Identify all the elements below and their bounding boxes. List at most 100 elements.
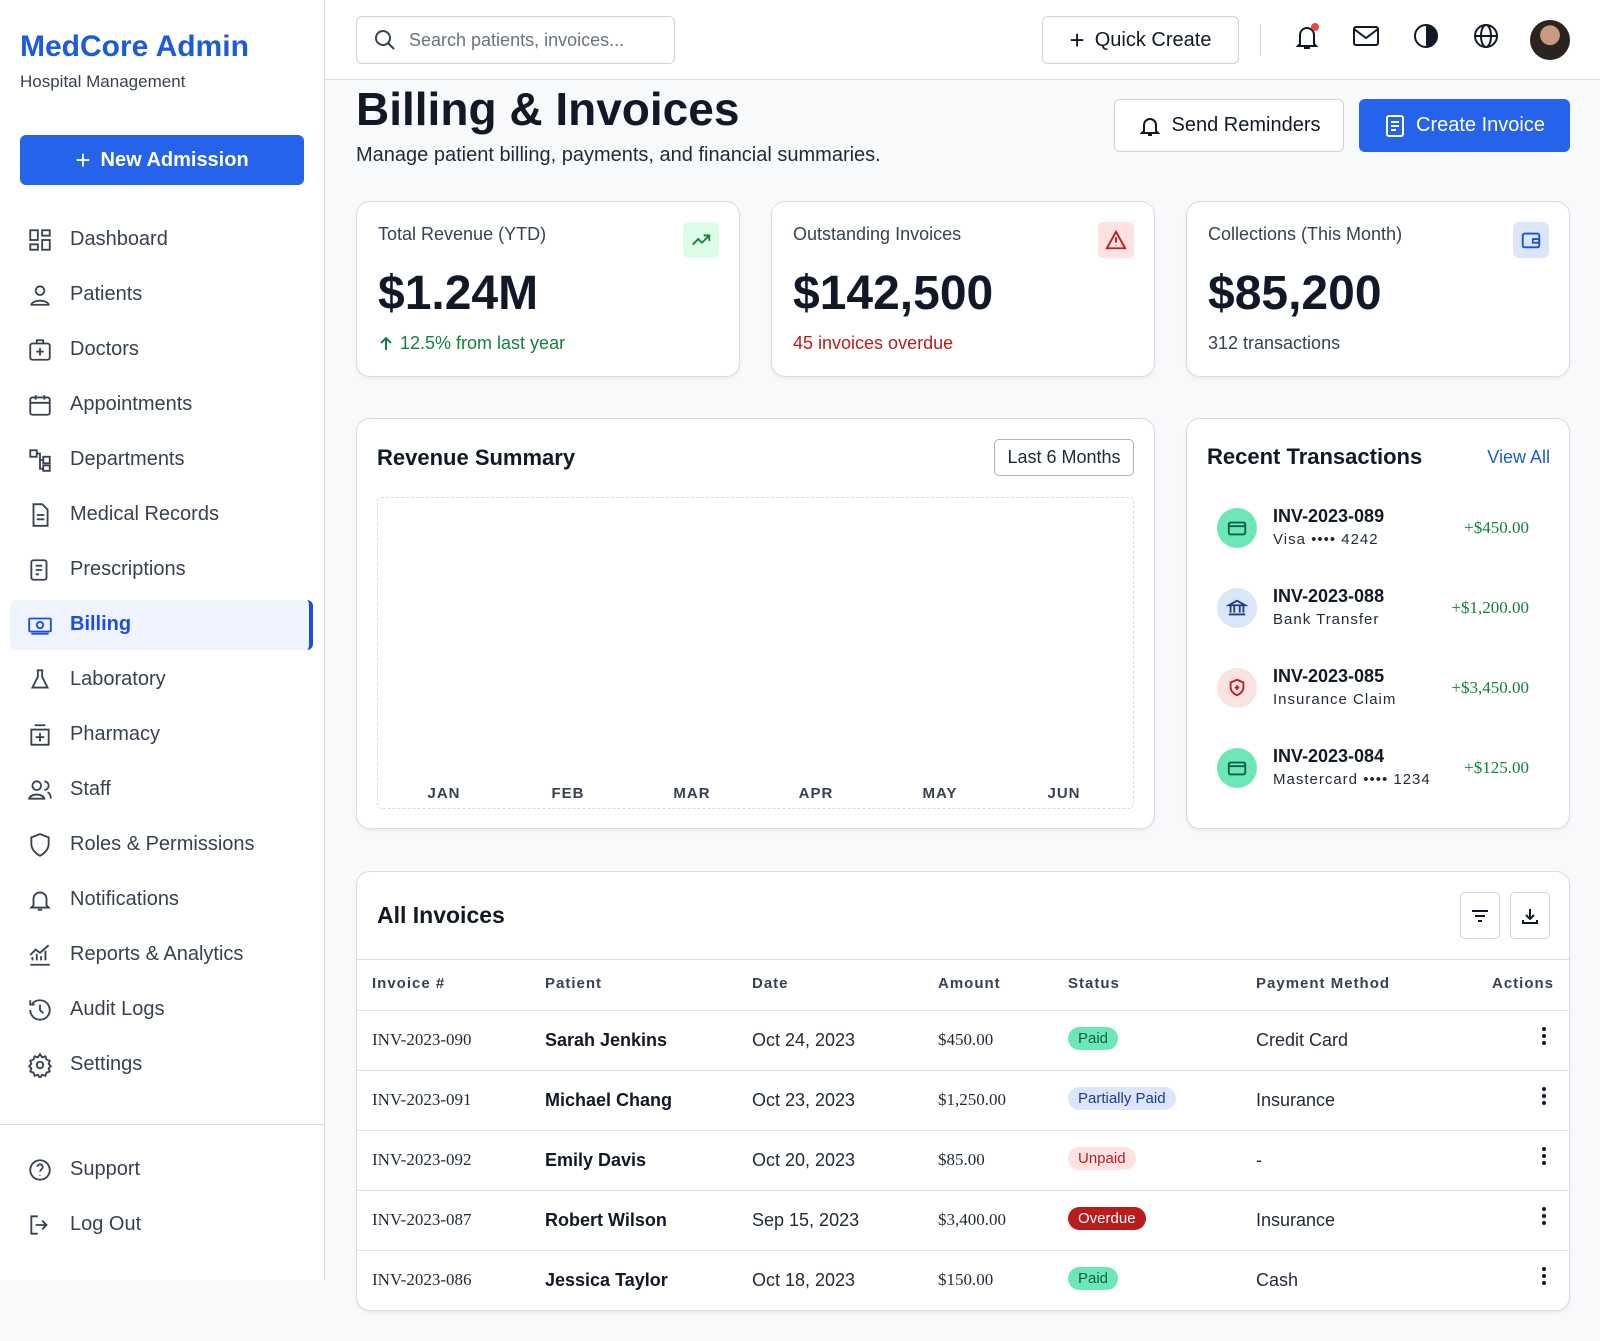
nav-icon (27, 722, 53, 753)
transaction-id: INV-2023-085 (1273, 666, 1385, 686)
nav-label: Audit Logs (70, 998, 165, 1020)
row-divider (357, 1070, 1569, 1071)
row-actions-button[interactable] (1537, 1204, 1551, 1228)
nav-icon (27, 832, 53, 863)
x-axis-label: FEB (551, 785, 585, 802)
divider (1260, 24, 1261, 56)
nav-item[interactable]: Appointments (10, 380, 313, 430)
transaction-icon (1217, 508, 1257, 548)
nav-item[interactable]: Reports & Analytics (10, 930, 313, 980)
nav-item[interactable]: Support (10, 1145, 313, 1195)
search-box[interactable]: Search patients, invoices... (356, 16, 675, 64)
cell: $3,400.00 (938, 1210, 1006, 1229)
nav-item[interactable]: Laboratory (10, 655, 313, 705)
language-icon[interactable] (1472, 22, 1500, 50)
cell: Credit Card (1256, 1030, 1349, 1050)
notifications-icon[interactable] (1293, 22, 1321, 52)
transaction-method: Visa •••• 4242 (1273, 531, 1379, 548)
cell: Oct 20, 2023 (752, 1150, 856, 1170)
nav-label: Prescriptions (70, 558, 186, 580)
send-reminders-button[interactable]: Send Reminders (1114, 99, 1344, 152)
nav-item[interactable]: Doctors (10, 325, 313, 375)
row-actions-button[interactable] (1537, 1264, 1551, 1288)
nav-label: Staff (70, 778, 111, 800)
topbar: Search patients, invoices... + Quick Crea… (325, 0, 1600, 80)
nav-item[interactable]: Dashboard (10, 215, 313, 265)
brand: MedCore Admin (20, 30, 249, 63)
page-subtitle: Manage patient billing, payments, and fi… (356, 144, 881, 166)
new-admission-button[interactable]: + New Admission (20, 135, 304, 185)
transactions-panel: Recent Transactions View All INV-2023-08… (1186, 418, 1570, 829)
stat-label: Total Revenue (YTD) (378, 224, 547, 244)
transaction-method: Mastercard •••• 1234 (1273, 771, 1431, 788)
transaction-amount: +$1,200.00 (1451, 598, 1529, 617)
cell: Insurance (1256, 1210, 1336, 1230)
nav-label: Medical Records (70, 503, 219, 525)
note-text: 45 invoices overdue (793, 333, 954, 353)
x-axis-label: MAY (922, 785, 958, 802)
nav-item[interactable]: Departments (10, 435, 313, 485)
button-label: Quick Create (1094, 28, 1212, 51)
create-invoice-button[interactable]: Create Invoice (1359, 99, 1570, 152)
divider (0, 1124, 325, 1125)
avatar[interactable] (1530, 20, 1570, 60)
stat-value: $142,500 (793, 267, 994, 320)
theme-icon[interactable] (1412, 22, 1440, 50)
cell: $1,250.00 (938, 1090, 1006, 1109)
nav-item[interactable]: Billing (10, 600, 313, 650)
panel-title: All Invoices (377, 902, 505, 928)
row-actions-button[interactable] (1537, 1144, 1551, 1168)
nav-icon (27, 997, 53, 1028)
nav-item[interactable]: Log Out (10, 1200, 313, 1250)
x-axis-label: MAR (673, 785, 711, 802)
status-badge: Overdue (1068, 1207, 1146, 1230)
row-actions-button[interactable] (1537, 1024, 1551, 1048)
nav-icon (27, 667, 53, 698)
search-placeholder: Search patients, invoices... (409, 29, 625, 50)
nav-icon (27, 777, 53, 808)
mail-icon[interactable] (1352, 24, 1380, 48)
transaction-id: INV-2023-089 (1273, 506, 1385, 526)
transaction-amount: +$125.00 (1464, 758, 1529, 777)
view-all-link[interactable]: View All (1487, 447, 1550, 467)
status-badge: Partially Paid (1068, 1087, 1176, 1110)
status-label: Paid (1068, 1267, 1119, 1290)
nav-item[interactable]: Audit Logs (10, 985, 313, 1035)
range-select[interactable]: Last 6 Months (994, 439, 1134, 476)
nav-item[interactable]: Staff (10, 765, 313, 815)
nav-label: Patients (70, 283, 143, 305)
stat-label: Collections (This Month) (1208, 224, 1403, 244)
transaction-method: Insurance Claim (1273, 691, 1397, 708)
cell: INV-2023-087 (372, 1210, 472, 1229)
transaction-method: Bank Transfer (1273, 611, 1380, 628)
download-button[interactable] (1510, 892, 1550, 939)
nav-label: Billing (70, 613, 132, 635)
cell: Oct 24, 2023 (752, 1030, 856, 1050)
row-actions-button[interactable] (1537, 1084, 1551, 1108)
transaction-icon (1217, 668, 1257, 708)
cell: $150.00 (938, 1270, 994, 1289)
nav-label: Settings (70, 1053, 143, 1075)
status-label: Overdue (1068, 1207, 1146, 1230)
x-axis-label: JAN (427, 785, 461, 802)
chart-area (377, 497, 1134, 809)
filter-button[interactable] (1460, 892, 1500, 939)
quick-create-button[interactable]: + Quick Create (1042, 16, 1239, 64)
stat-card: Total Revenue (YTD) $1.24M 12.5% from last… (356, 201, 740, 377)
cell: Michael Chang (545, 1090, 673, 1110)
stat-label: Outstanding Invoices (793, 224, 962, 244)
cell: $450.00 (938, 1030, 994, 1049)
nav-item[interactable]: Roles & Permissions (10, 820, 313, 870)
nav-item[interactable]: Medical Records (10, 490, 313, 540)
nav-label: Notifications (70, 888, 179, 910)
nav-item[interactable]: Prescriptions (10, 545, 313, 595)
nav-item[interactable]: Patients (10, 270, 313, 320)
button-label: Create Invoice (1416, 114, 1545, 136)
nav-label: Log Out (70, 1213, 142, 1235)
status-badge: Paid (1068, 1267, 1119, 1290)
column-header: Payment Method (1256, 975, 1391, 992)
page-title: Billing & Invoices (356, 83, 740, 135)
nav-item[interactable]: Pharmacy (10, 710, 313, 760)
nav-item[interactable]: Notifications (10, 875, 313, 925)
nav-item[interactable]: Settings (10, 1040, 313, 1090)
